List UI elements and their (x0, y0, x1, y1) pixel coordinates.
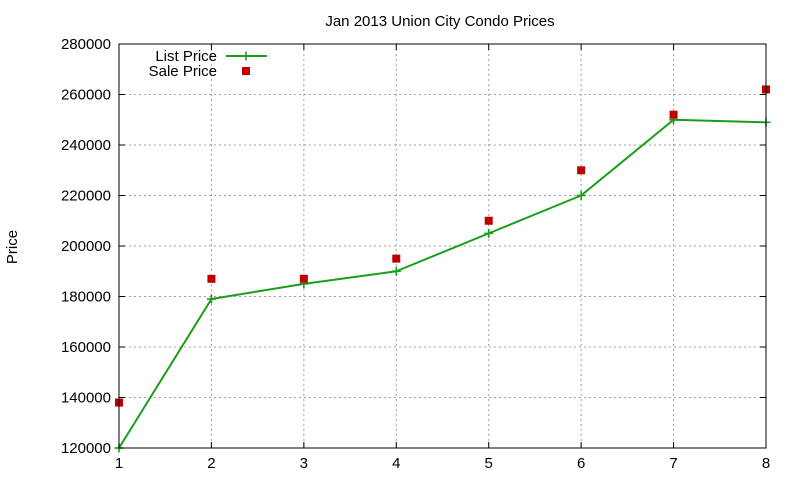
sale-price-point (577, 166, 586, 175)
sale-price-point (484, 216, 493, 225)
data-series (114, 85, 771, 453)
list-price-line (118, 118, 767, 449)
legend-square-marker (242, 67, 250, 75)
y-tick-label: 120000 (61, 440, 111, 457)
sale-price-point (207, 274, 216, 283)
y-tick-label: 280000 (61, 36, 111, 53)
x-tick-label: 6 (577, 455, 585, 472)
x-tick-label: 2 (207, 455, 215, 472)
y-tick-label: 240000 (61, 137, 111, 154)
x-tick-label: 4 (392, 455, 400, 472)
y-tick-label: 200000 (61, 238, 111, 255)
list-price-point (484, 228, 494, 238)
sale-price-point (392, 254, 401, 263)
legend-label: List Price (155, 48, 217, 65)
sale-price-point (669, 110, 678, 119)
x-tick-label: 7 (669, 455, 677, 472)
series-sale-price (115, 85, 770, 407)
chart-title: Jan 2013 Union City Condo Prices (325, 13, 554, 30)
axis-ticks: 120000 140000 160000 180000 200000 220000 2400… (61, 36, 770, 472)
y-tick-label: 220000 (61, 188, 111, 205)
y-tick-label: 260000 (61, 87, 111, 104)
x-tick-label: 8 (762, 455, 770, 472)
plot-area-border (118, 43, 767, 449)
y-axis-label: Price (4, 230, 21, 264)
grid-lines (119, 44, 766, 448)
list-price-point (576, 191, 586, 200)
y-tick-label: 160000 (61, 339, 111, 356)
list-price-point (206, 294, 216, 304)
sale-price-point (299, 274, 308, 283)
x-tick-label: 5 (485, 455, 493, 472)
legend-label: Sale Price (149, 63, 217, 80)
x-tick-label: 1 (115, 455, 123, 472)
y-tick-label: 180000 (61, 289, 111, 306)
series-list-price (114, 115, 771, 453)
list-price-point (391, 266, 401, 276)
x-tick-label: 3 (300, 455, 308, 472)
legend-plus-marker (241, 51, 251, 61)
y-tick-label: 140000 (61, 390, 111, 407)
